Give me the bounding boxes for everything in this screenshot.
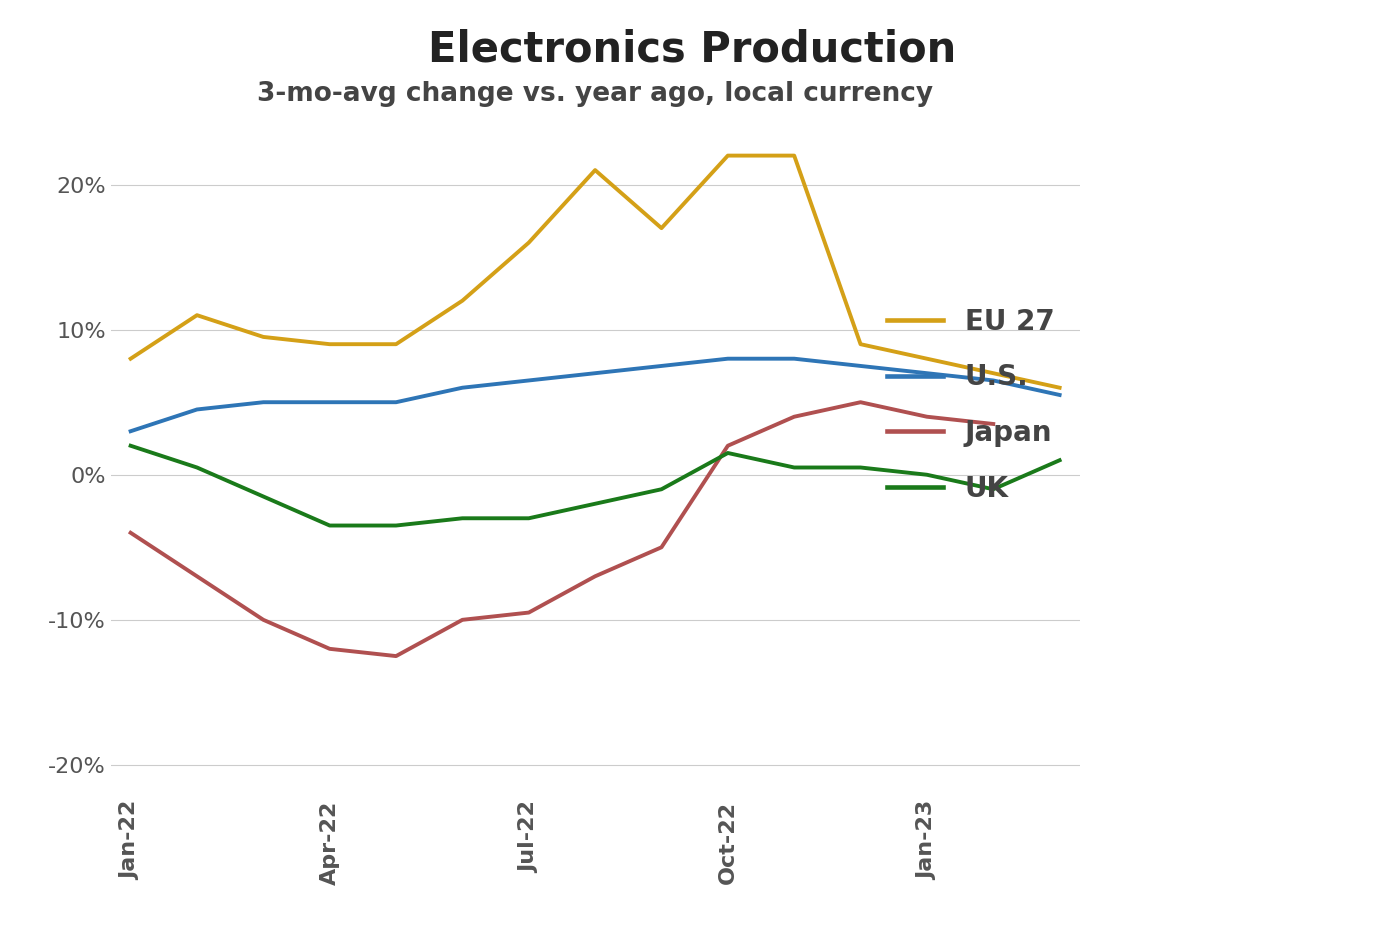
Legend: EU 27, U.S., Japan, UK: EU 27, U.S., Japan, UK (876, 296, 1066, 514)
Title: 3-mo-avg change vs. year ago, local currency: 3-mo-avg change vs. year ago, local curr… (257, 81, 933, 107)
Text: Electronics Production: Electronics Production (428, 28, 956, 70)
